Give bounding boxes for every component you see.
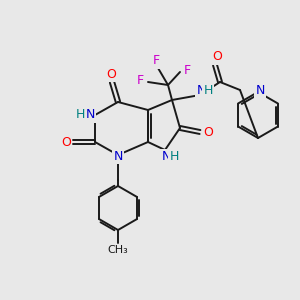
Text: F: F <box>183 64 190 76</box>
Text: H: H <box>76 109 85 122</box>
Text: H: H <box>169 149 179 163</box>
Text: N: N <box>161 149 171 163</box>
Text: O: O <box>203 125 213 139</box>
Text: H: H <box>203 83 213 97</box>
Text: N: N <box>85 109 95 122</box>
Text: N: N <box>255 85 265 98</box>
Text: CH₃: CH₃ <box>108 245 128 255</box>
Text: O: O <box>106 68 116 80</box>
Text: O: O <box>61 136 71 148</box>
Text: N: N <box>113 149 123 163</box>
Text: F: F <box>136 74 144 86</box>
Text: F: F <box>152 55 160 68</box>
Text: N: N <box>196 83 206 97</box>
Text: O: O <box>212 50 222 64</box>
